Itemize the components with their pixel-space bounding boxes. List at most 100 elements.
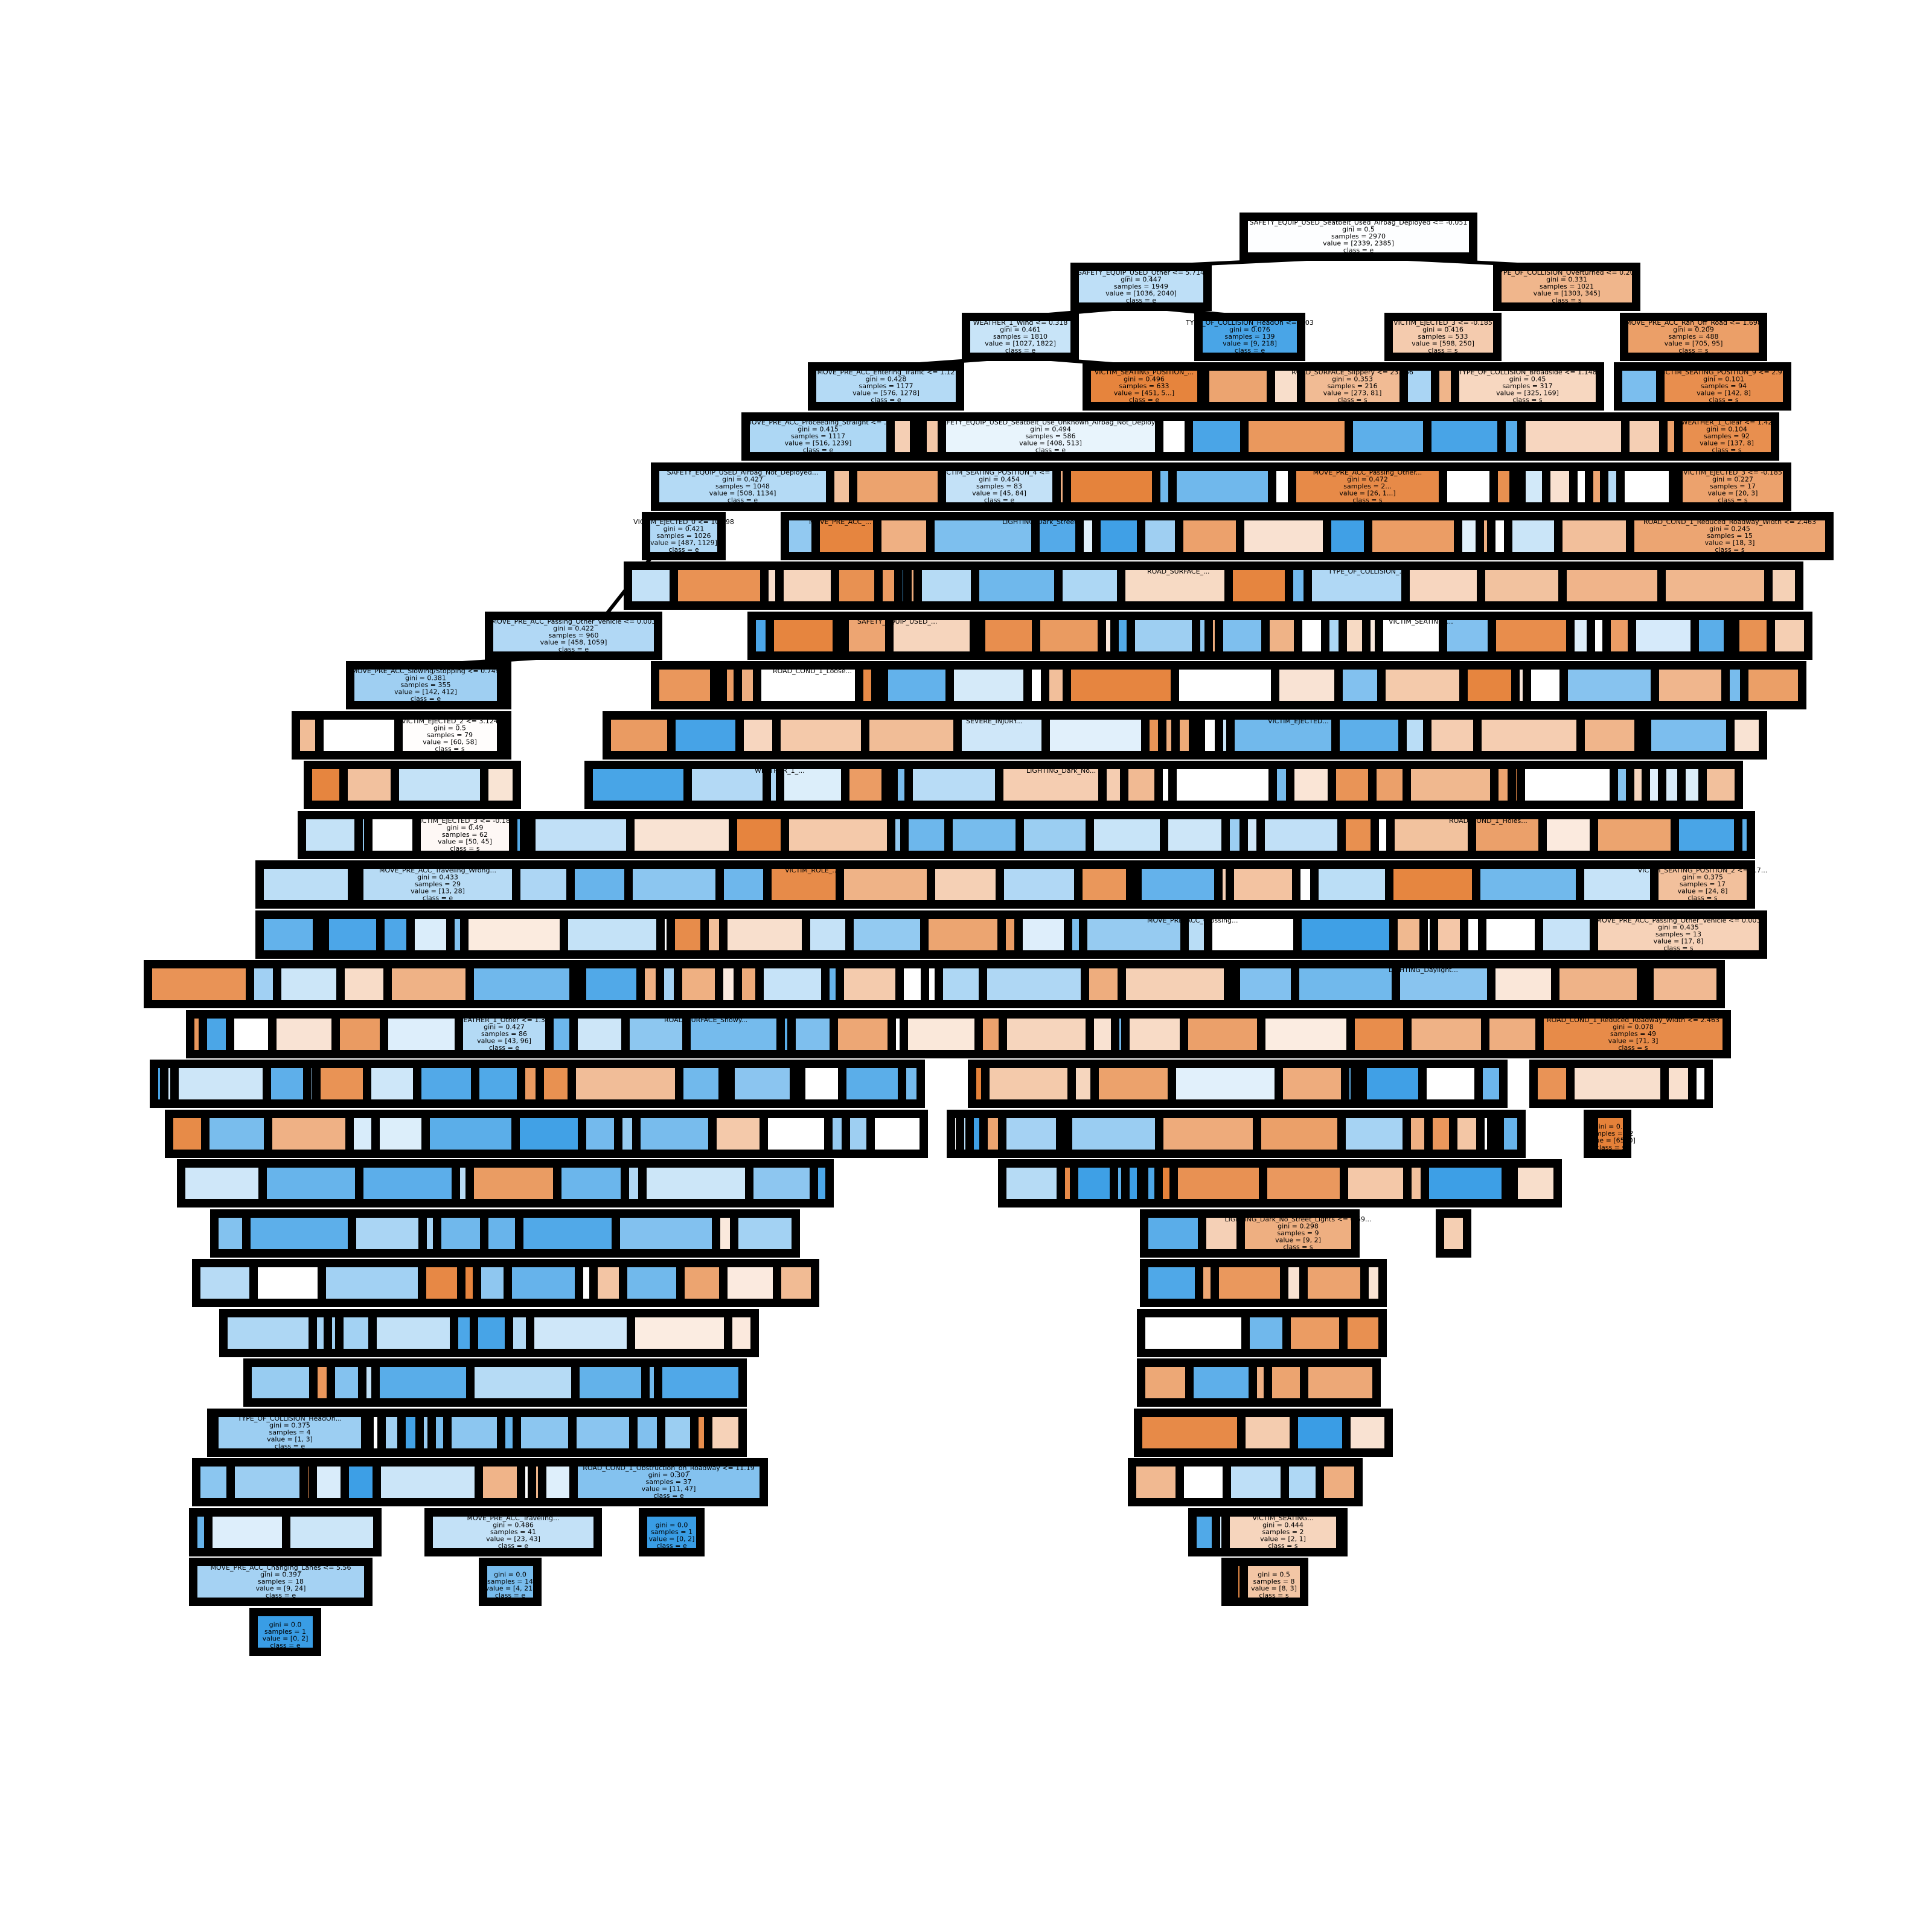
tree-node: [433, 1209, 488, 1258]
node-samples: samples = 1021: [1540, 283, 1594, 290]
tree-node: [683, 761, 771, 809]
tree-node: [298, 811, 363, 859]
node-samples: samples = 2: [1262, 1528, 1304, 1536]
node-samples: samples = 17: [1680, 880, 1726, 888]
node-gini: gini = 0.427: [722, 476, 763, 484]
tree-node-box: [1297, 362, 1408, 411]
node-title: TYPE_OF_COLLISION_HeadOn <= 2.03: [1185, 319, 1314, 327]
tree-node: [363, 1060, 421, 1108]
node-gini: gini = 0.444: [1262, 1521, 1303, 1529]
tree-node-n17: MOVE_PRE_ACC_Passing_Other...gini = 0.47…: [1288, 462, 1447, 511]
node-gini: gini = 0.5: [1342, 226, 1375, 234]
node-value: value = [11, 47]: [642, 1485, 696, 1493]
node-class: class = e: [871, 396, 901, 404]
node-title: SAFETY_EQUIP_USED_Airbag_Not_Deployed...: [667, 469, 819, 476]
tree-node-box: [1674, 412, 1779, 461]
tree-node: [318, 1259, 426, 1307]
node-title: MOVE_PRE_ACC_Slowing/Stopping <= 0.749: [351, 667, 499, 675]
tree-node-n10: TYPE_OF_COLLISION_Broadside <= 1.148gini…: [1451, 362, 1604, 411]
tree-node: [1767, 612, 1812, 660]
node-gini: gini = 0.397: [260, 1571, 301, 1579]
tree-node-box: [485, 612, 662, 660]
tree-node: [1092, 512, 1145, 560]
tree-node: [1171, 661, 1279, 709]
node-title: VICTIM_SEATING_POSITION_4 <= ...: [939, 469, 1058, 476]
node-samples: samples = 1: [651, 1528, 693, 1536]
node-title-fragment: LIGHTING_Dark_No...: [1026, 767, 1096, 775]
tree-node: [1185, 412, 1249, 461]
tree-node: [1509, 1159, 1562, 1208]
node-title: TYPE_OF_COLLISION_Overturned <= 0.208: [1494, 269, 1638, 277]
tree-node-box: [1239, 213, 1477, 261]
tree-node: [1517, 761, 1618, 809]
tree-node: [836, 860, 935, 909]
node-value: value = [20, 3]: [1708, 490, 1758, 497]
tree-node: [996, 860, 1083, 909]
node-title: VICTIM_EJECTED_3 <= -0.185: [1393, 319, 1492, 327]
node-value: value = [9, 218]: [1223, 340, 1277, 348]
tree-node: [1566, 1060, 1669, 1108]
node-samples: samples = 8: [1253, 1578, 1295, 1585]
tree-node-box: [210, 1409, 369, 1457]
tree-node: [304, 761, 348, 809]
node-value: value = [71, 3]: [1608, 1037, 1659, 1045]
tree-node: [1140, 1209, 1206, 1258]
tree-node-box: [938, 412, 1163, 461]
tree-node-box: [1288, 462, 1447, 511]
tree-node: [781, 811, 895, 859]
tree-node: [715, 860, 772, 909]
tree-node: [1286, 761, 1336, 809]
node-value: value = [508, 1134]: [709, 490, 776, 497]
tree-node: [1063, 462, 1160, 511]
node-class: class = s: [1709, 396, 1739, 404]
node-value: value = [50, 45]: [438, 838, 492, 846]
tree-node-box: [1493, 263, 1640, 311]
tree-node: [1310, 860, 1393, 909]
node-value: value = [24, 8]: [1678, 888, 1728, 895]
node-samples: samples = 92: [1704, 432, 1750, 440]
node-gini: gini = 0.076: [1229, 326, 1270, 334]
tree-node: [977, 612, 1040, 660]
tree-node-box: [1656, 362, 1791, 411]
tree-node-n26: MOVE_PRE_ACC_Passing_Other_Vehicle <= 0.…: [1590, 910, 1767, 959]
node-class: class = e: [411, 695, 441, 703]
tree-node: [838, 1060, 906, 1108]
tree-node: [810, 1159, 834, 1208]
tree-node: [945, 661, 1032, 709]
tree-node: [1237, 1409, 1298, 1457]
tree-node: [560, 910, 665, 959]
node-samples: samples = 83: [976, 482, 1022, 490]
tree-node-box: [1674, 462, 1791, 511]
tree-node-box: [412, 811, 517, 859]
tree-node: [1423, 412, 1506, 461]
tree-node: [1226, 860, 1300, 909]
node-title-fragment: ROAD_SURFACE_Snowy...: [664, 1016, 747, 1024]
node-title: ROAD_SURFACE_Slippery <= 23.966: [1291, 368, 1413, 376]
node-class: class = e: [728, 496, 758, 504]
node-value: value = [0, 2]: [649, 1535, 695, 1543]
node-value: value = [2339, 2385]: [1323, 240, 1394, 248]
tree-node: [1137, 1358, 1194, 1407]
tree-node: [1275, 1060, 1349, 1108]
node-gini: gini = 0.494: [1030, 426, 1071, 433]
tree-node: [1523, 661, 1568, 709]
tree-node: [268, 1010, 340, 1058]
node-title: TYPE_OF_COLLISION_HeadOn...: [237, 1415, 342, 1422]
tree-node: [1495, 1110, 1526, 1158]
node-title-fragment: WEATHER_1_...: [755, 767, 805, 775]
node-value: value = [598, 250]: [1412, 340, 1474, 348]
node-title: VICTIM_SEATING_POSITION_9 <= 2.9...: [1659, 368, 1789, 376]
node-class: class = e: [270, 1642, 301, 1649]
node-value: value = [13, 28]: [411, 888, 465, 895]
node-class: class = s: [1618, 1044, 1648, 1052]
node-gini: gini = 0.486: [493, 1521, 534, 1529]
node-title: MOVE_PRE_ACC_Entering_Traffic <= 1.12: [817, 368, 955, 376]
tree-node: [219, 1309, 317, 1357]
tree-node: [1389, 910, 1428, 959]
tree-node-box: [1626, 512, 1834, 560]
tree-node: [1726, 711, 1767, 760]
node-title-fragment: SAFETY_EQUIP_USED_...: [857, 618, 937, 625]
